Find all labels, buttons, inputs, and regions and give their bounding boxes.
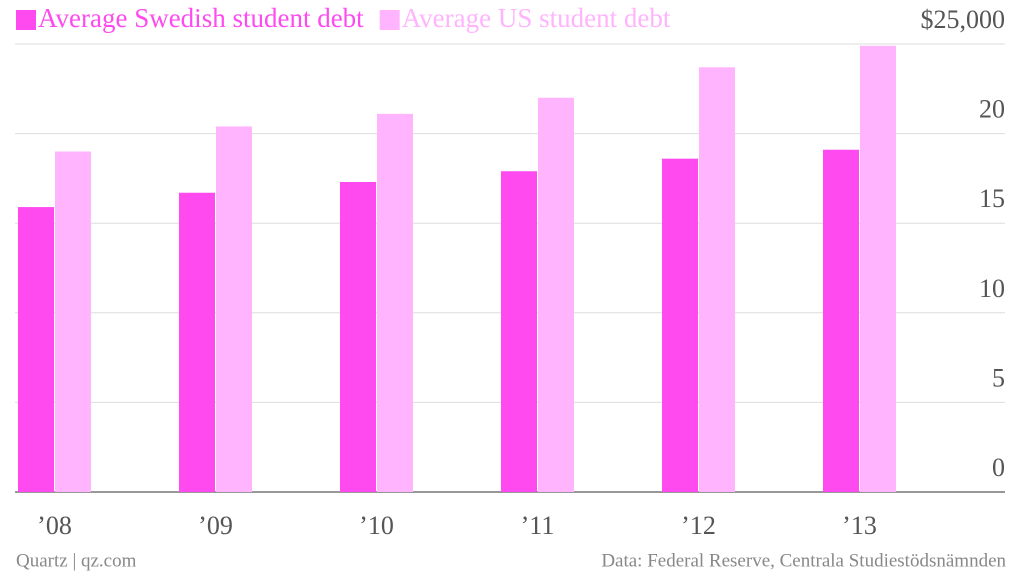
x-tick-label: ’08 — [37, 511, 72, 540]
x-tick-label: ’11 — [521, 511, 555, 540]
x-tick-label: ’10 — [359, 511, 394, 540]
bar — [55, 151, 91, 492]
bar — [699, 67, 735, 493]
y-tick-label: 20 — [979, 95, 1005, 124]
legend-swatch — [379, 10, 400, 30]
x-tick-label: ’13 — [842, 511, 877, 540]
bar — [501, 171, 537, 492]
bar — [662, 158, 698, 493]
y-tick-label: 5 — [992, 363, 1005, 392]
bar — [216, 126, 252, 492]
y-tick-label: $25,000 — [921, 5, 1006, 34]
y-tick-label: 0 — [992, 453, 1005, 482]
bar — [179, 192, 215, 492]
x-tick-label: ’09 — [198, 511, 233, 540]
legend-swatch — [16, 10, 36, 30]
bar — [340, 181, 376, 492]
y-tick-label: 10 — [979, 274, 1005, 303]
bar — [18, 207, 54, 492]
legend-label: Average US student debt — [402, 3, 671, 33]
legend-label: Average Swedish student debt — [38, 3, 364, 33]
credit: Quartz | qz.com — [16, 550, 137, 571]
bar — [860, 45, 896, 493]
bar — [538, 97, 574, 492]
y-tick-label: 15 — [979, 184, 1005, 213]
bar — [823, 149, 859, 492]
x-tick-label: ’12 — [681, 511, 716, 540]
bar — [377, 113, 413, 492]
source: Data: Federal Reserve, Centrala Studiest… — [601, 550, 1006, 571]
